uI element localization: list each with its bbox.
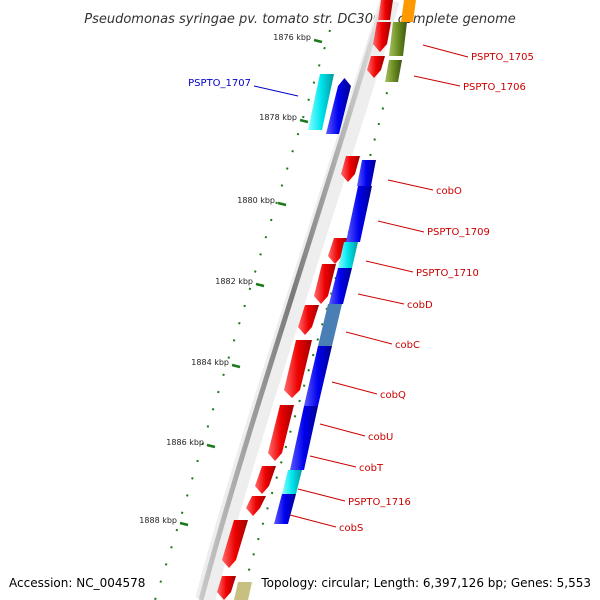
gene-label[interactable]: cobC [395,340,420,351]
gene-reverse-cds [304,346,332,406]
label-leader-line [357,293,405,305]
gene-reverse-cds [346,186,372,242]
gene-label[interactable]: cobQ [380,390,406,401]
gene-label[interactable]: PSPTO_1716 [348,497,411,508]
gene-label[interactable]: PSPTO_1705 [471,52,534,63]
label-leader-line [253,85,299,97]
gene-label[interactable]: PSPTO_1710 [416,268,479,279]
gene-label[interactable]: cobS [339,523,363,534]
gene-forward-cds [255,466,276,494]
gene-label[interactable]: PSPTO_1706 [463,82,526,93]
gene-label[interactable]: PSPTO_1709 [427,227,490,238]
gene-forward-cds [341,156,360,182]
backbone [195,0,400,600]
gene-forward-cds [378,0,393,20]
tick-label: 1882 kbp [215,277,253,286]
gene-reverse-cds [274,494,296,524]
gene-label[interactable]: cobO [436,186,462,197]
label-leader-line [387,179,434,191]
label-leader-line [289,514,337,528]
tick-mark [206,443,216,449]
gene-reverse-cds [357,160,376,186]
gene-olive-feature [385,60,402,82]
label-leader-line [413,75,461,87]
map-title: Pseudomonas syringae pv. tomato str. DC3… [84,12,516,27]
gene-forward-cds [268,405,294,461]
gene-label[interactable]: PSPTO_1707 [188,78,251,89]
tick-mark [313,38,323,44]
label-leader-line [377,220,425,233]
gene-reverse-cds [329,268,352,304]
gene-label[interactable]: cobD [407,300,433,311]
tick-mark [179,521,189,527]
gene-label[interactable]: cobT [359,463,384,474]
gene-forward-cds [217,576,236,600]
gene-reverse-cds [326,78,351,134]
label-leader-line [422,44,469,58]
tick-label: 1884 kbp [191,358,229,367]
tick-label: 1886 kbp [166,438,204,447]
gene-forward-cds [246,496,266,516]
backbone-line [198,0,387,600]
tick-label: 1888 kbp [139,516,177,525]
gene-khaki-feature [234,582,252,600]
label-leader-line [297,488,346,502]
gene-steel-feature [318,304,342,346]
gene-forward-cds [298,305,319,335]
label-leader-line [331,381,378,395]
tick-mark [255,282,265,288]
label-leader-line [345,331,393,345]
gene-olive-feature [389,22,407,56]
gene-forward-cds [367,56,385,78]
gene-cyan-feature [282,470,302,494]
tick-mark [299,118,309,124]
gene-cyan-feature [338,242,358,268]
gene-label[interactable]: cobU [368,432,393,443]
gene-forward-cds [314,264,336,304]
label-leader-line [319,423,366,437]
gene-forward-cds [284,340,312,398]
label-leader-line [309,455,357,468]
tick-mark [231,363,241,369]
label-leader-line [365,260,414,273]
gene-orange-feature [401,0,416,22]
topology-text: Topology: circular; Length: 6,397,126 bp… [260,576,591,590]
tick-label: 1880 kbp [237,196,275,205]
accession-text: Accession: NC_004578 [9,576,145,590]
tick-label: 1878 kbp [259,113,297,122]
gene-forward-cds [222,520,248,568]
gene-forward-cds [373,22,391,52]
gene-cyan-feature [308,74,334,130]
tick-label: 1876 kbp [273,33,311,42]
gene-reverse-cds [290,406,318,470]
gene-forward-cds [328,238,348,264]
tick-mark [277,201,287,207]
